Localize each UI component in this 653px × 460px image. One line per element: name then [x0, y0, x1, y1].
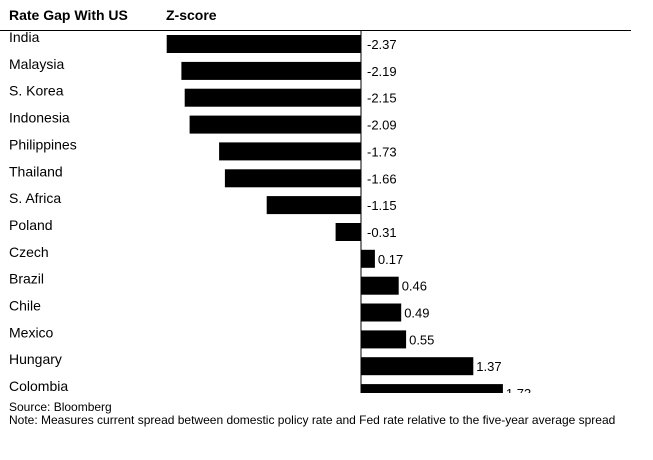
bar-mexico	[361, 330, 407, 349]
country-label-malaysia: Malaysia	[9, 56, 64, 72]
bar-s-korea	[184, 88, 361, 107]
value-label-philippines: -1.73	[367, 144, 397, 159]
bar-india	[166, 35, 361, 53]
country-label-brazil: Brazil	[9, 271, 44, 287]
value-label-poland: -0.31	[367, 225, 397, 240]
bar-malaysia	[181, 61, 361, 80]
country-label-poland: Poland	[9, 217, 53, 233]
bar-brazil	[361, 276, 399, 295]
country-label-s-korea: S. Korea	[9, 83, 64, 99]
value-label-s-africa: -1.15	[367, 198, 397, 213]
bar-chile	[361, 303, 402, 322]
chart-header: Rate Gap With US Z-score	[0, 0, 653, 30]
value-label-s-korea: -2.15	[367, 91, 397, 106]
country-label-czech: Czech	[9, 244, 49, 260]
value-label-colombia: 1.73	[506, 386, 531, 393]
bar-philippines	[219, 142, 361, 161]
zscore-column-title: Z-score	[166, 7, 217, 23]
bar-indonesia	[189, 115, 361, 134]
bar-thailand	[224, 169, 361, 188]
value-label-indonesia: -2.09	[367, 118, 397, 133]
country-label-philippines: Philippines	[9, 136, 77, 152]
country-label-hungary: Hungary	[9, 351, 62, 367]
country-label-colombia: Colombia	[9, 378, 68, 393]
value-label-hungary: 1.37	[476, 359, 501, 374]
bar-colombia	[361, 384, 503, 393]
country-label-s-africa: S. Africa	[9, 190, 61, 206]
country-label-thailand: Thailand	[9, 163, 63, 179]
country-label-indonesia: Indonesia	[9, 110, 70, 126]
value-label-malaysia: -2.19	[367, 64, 397, 79]
bar-hungary	[361, 357, 474, 376]
country-label-chile: Chile	[9, 298, 41, 314]
bar-chart-svg: India -2.37 Malaysia -2.19 S. Korea -2.15 Indo…	[9, 31, 531, 393]
value-label-mexico: 0.55	[409, 332, 434, 347]
bar-chart: India -2.37 Malaysia -2.19 S. Korea -2.15 Indo…	[0, 31, 653, 393]
bar-czech	[361, 249, 375, 268]
country-column-title: Rate Gap With US	[9, 7, 128, 23]
bar-s-africa	[266, 196, 361, 215]
header-divider	[0, 30, 631, 31]
value-label-brazil: 0.46	[402, 279, 427, 294]
value-label-chile: 0.49	[404, 306, 429, 321]
country-label-india: India	[9, 31, 40, 45]
value-label-czech: 0.17	[378, 252, 403, 267]
value-label-india: -2.37	[367, 37, 397, 52]
source-note: Source: Bloomberg	[9, 400, 112, 414]
chart-footer: Source: Bloomberg Note: Measures current…	[9, 401, 639, 427]
methodology-note: Note: Measures current spread between do…	[9, 413, 616, 427]
bar-poland	[335, 223, 361, 241]
country-label-mexico: Mexico	[9, 324, 54, 340]
value-label-thailand: -1.66	[367, 171, 397, 186]
